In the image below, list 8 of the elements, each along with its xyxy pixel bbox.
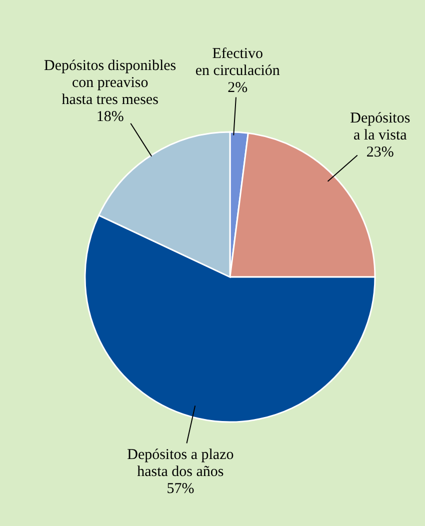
slice-label: Depósitos disponibles con preaviso hasta tres meses xyxy=(44,58,176,108)
slice-label: Efectivo en circulación xyxy=(195,46,280,80)
data-label: 23% xyxy=(366,144,394,161)
slice-label: Depósitos a la vista xyxy=(350,110,410,144)
data-label: 2% xyxy=(228,80,248,96)
data-label: 57% xyxy=(166,480,194,497)
data-label: 18% xyxy=(96,108,124,125)
slice-label: Depósitos a plazo hasta dos años xyxy=(127,446,234,480)
